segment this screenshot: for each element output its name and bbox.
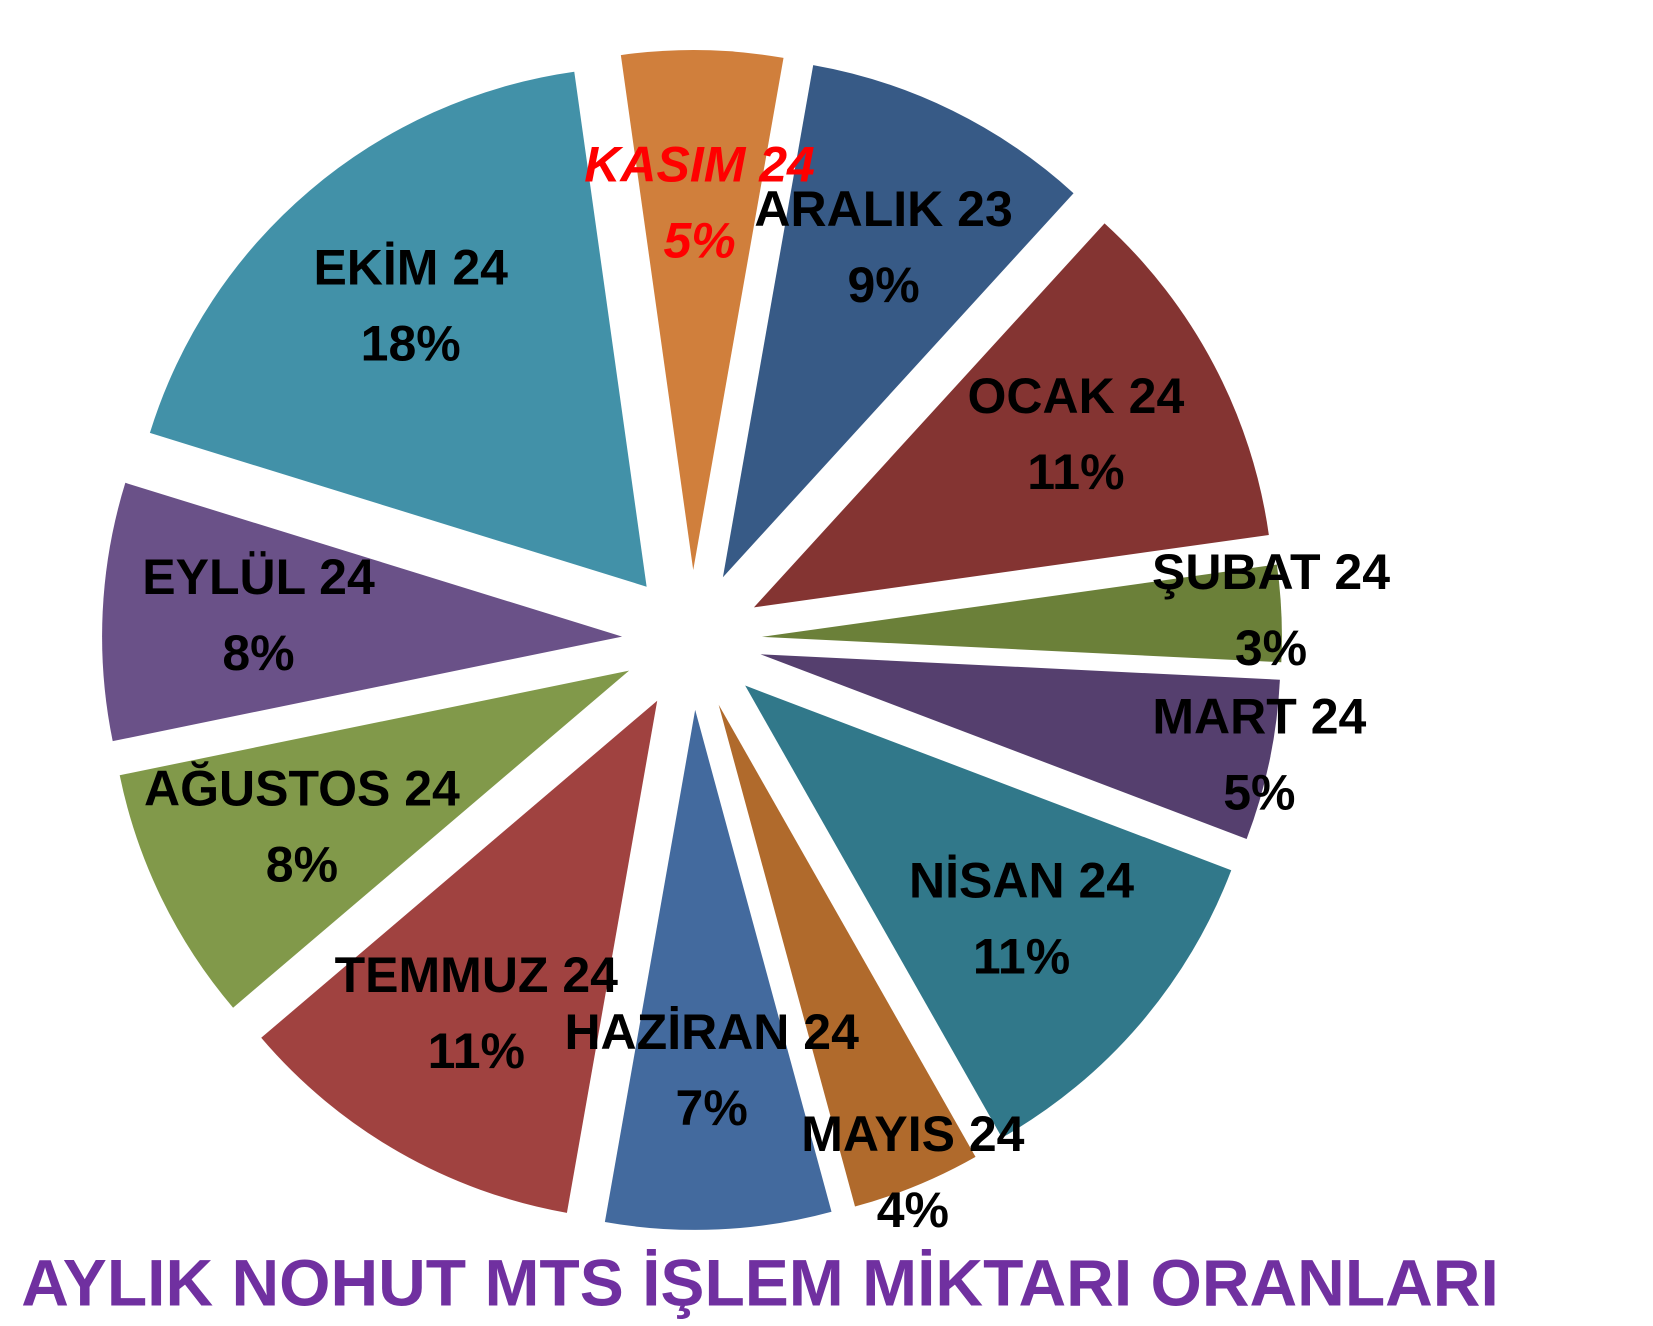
- data-label-category: EYLÜL 24: [142, 549, 375, 605]
- data-label-value: 18%: [361, 316, 461, 372]
- data-label-category: ARALIK 23: [754, 181, 1012, 237]
- pie-slice: [149, 71, 647, 587]
- data-label-value: 11%: [1027, 444, 1124, 500]
- data-label-category: AĞUSTOS 24: [144, 760, 460, 816]
- data-label-category: MAYIS 24: [801, 1106, 1024, 1162]
- chart-title: AYLIK NOHUT MTS İŞLEM MİKTARI ORANLARI: [21, 1245, 1499, 1319]
- pie-slice: [620, 50, 784, 571]
- data-label-value: 5%: [663, 212, 735, 268]
- pie-slice: [722, 65, 1074, 578]
- data-label-category: HAZİRAN 24: [564, 1004, 859, 1060]
- data-label-value: 3%: [1235, 620, 1307, 676]
- pie-slice: [760, 654, 1280, 839]
- data-label-value: 8%: [222, 625, 294, 681]
- data-label-value: 9%: [847, 257, 919, 313]
- data-label-value: 7%: [676, 1080, 748, 1136]
- data-label-category: MART 24: [1152, 689, 1366, 745]
- data-label-value: 8%: [266, 836, 338, 892]
- pie-slice: [753, 223, 1269, 608]
- pie-slice: [119, 670, 630, 1008]
- data-label-value: 11%: [428, 1023, 525, 1079]
- pie-slice: [261, 700, 658, 1213]
- pie-slice: [761, 564, 1282, 663]
- data-label-category: TEMMUZ 24: [335, 947, 619, 1003]
- pie-slice: [718, 704, 976, 1207]
- data-label-category: KASIM 24: [584, 136, 815, 192]
- data-label-category: ŞUBAT 24: [1152, 544, 1390, 600]
- pie-slice: [102, 482, 623, 742]
- data-label-category: NİSAN 24: [909, 853, 1134, 909]
- pie-slice: [604, 709, 832, 1230]
- data-label-category: OCAK 24: [968, 368, 1185, 424]
- data-label-value: 4%: [877, 1182, 949, 1238]
- data-label-value: 11%: [973, 929, 1070, 985]
- pie-slice: [745, 685, 1232, 1138]
- data-label-category: EKİM 24: [313, 240, 508, 296]
- data-label-value: 5%: [1223, 765, 1295, 821]
